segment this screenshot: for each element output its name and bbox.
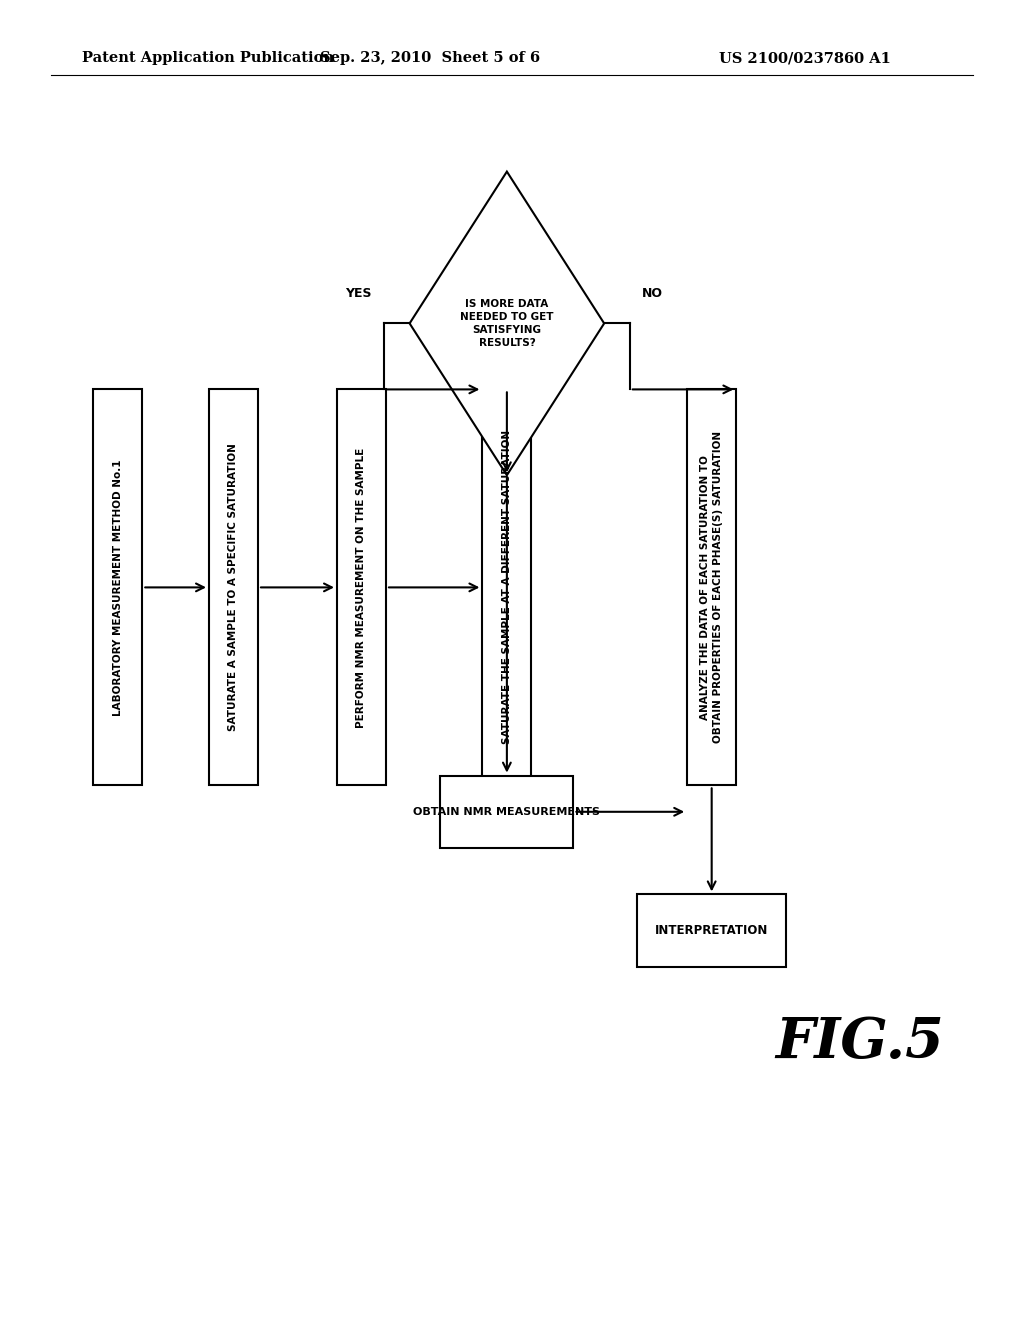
Bar [337,389,386,785]
Bar [687,389,736,785]
Bar [637,895,786,966]
Text: YES: YES [345,286,372,300]
Bar [440,776,573,849]
Text: INTERPRETATION: INTERPRETATION [655,924,768,937]
Text: SATURATE A SAMPLE TO A SPECIFIC SATURATION: SATURATE A SAMPLE TO A SPECIFIC SATURATI… [228,444,239,731]
Bar [93,389,142,785]
Text: PERFORM NMR MEASUREMENT ON THE SAMPLE: PERFORM NMR MEASUREMENT ON THE SAMPLE [356,447,367,727]
Text: NO: NO [642,286,664,300]
Bar [209,389,258,785]
Text: LABORATORY MEASUREMENT METHOD No.1: LABORATORY MEASUREMENT METHOD No.1 [113,459,123,715]
Text: OBTAIN NMR MEASUREMENTS: OBTAIN NMR MEASUREMENTS [414,807,600,817]
Text: FIG.5: FIG.5 [776,1015,944,1071]
Text: Sep. 23, 2010  Sheet 5 of 6: Sep. 23, 2010 Sheet 5 of 6 [321,51,540,65]
Text: ANALYZE THE DATA OF EACH SATURATION TO
OBTAIN PROPERTIES OF EACH PHASE(S) SATURA: ANALYZE THE DATA OF EACH SATURATION TO O… [700,432,723,743]
Polygon shape [410,172,604,475]
Text: SATURATE THE SAMPLE AT A DIFFERENT SATURATION: SATURATE THE SAMPLE AT A DIFFERENT SATUR… [502,430,512,744]
Text: US 2100/0237860 A1: US 2100/0237860 A1 [719,51,891,65]
Text: IS MORE DATA
NEEDED TO GET
SATISFYING
RESULTS?: IS MORE DATA NEEDED TO GET SATISFYING RE… [460,298,554,348]
Bar [482,389,531,785]
Text: Patent Application Publication: Patent Application Publication [82,51,334,65]
